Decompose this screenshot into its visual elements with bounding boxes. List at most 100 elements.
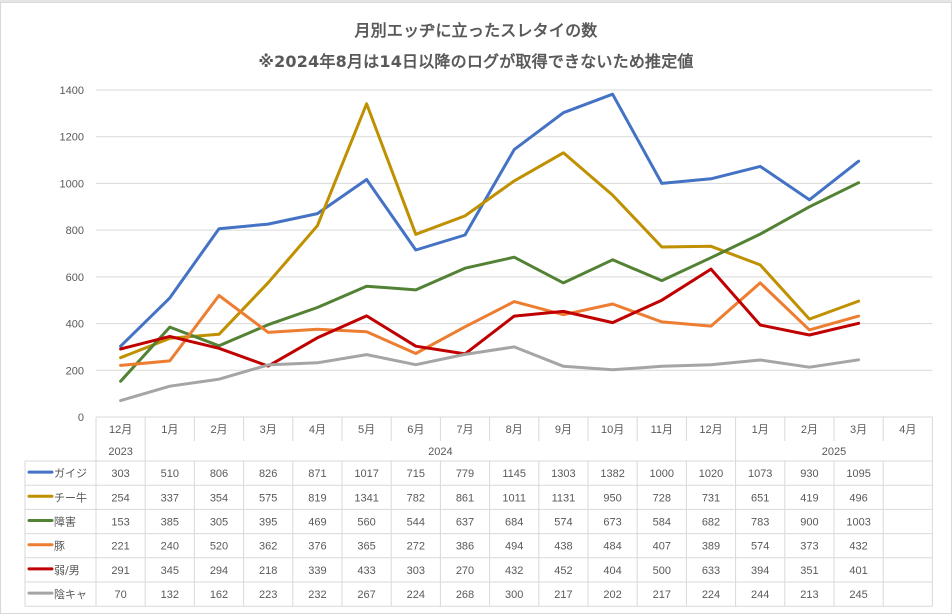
- data-table-cell: 494: [505, 541, 523, 553]
- data-table-cell: 202: [603, 589, 621, 601]
- x-tick-label: 2月: [210, 424, 227, 436]
- data-table-cell: 520: [210, 541, 228, 553]
- chart-subtitle: ※2024年8月は14日以降のログが取得できないため推定値: [258, 52, 694, 71]
- data-table-cell: 574: [554, 517, 572, 529]
- data-table-cell: 254: [111, 492, 129, 504]
- data-table-cell: 432: [505, 565, 523, 577]
- data-table-cell: 950: [603, 492, 621, 504]
- x-tick-label: 1月: [752, 424, 769, 436]
- data-table-cell: 584: [653, 517, 671, 529]
- data-table-cell: 389: [702, 541, 720, 553]
- x-tick-label: 4月: [899, 424, 916, 436]
- data-table-cell: 218: [259, 565, 277, 577]
- x-tick-label: 11月: [651, 424, 673, 436]
- data-table-cell: 1303: [551, 468, 575, 480]
- data-table-cell: 496: [849, 492, 867, 504]
- data-table-cell: 407: [653, 541, 671, 553]
- series-line-0: [119, 92, 861, 348]
- data-table-cell: 394: [751, 565, 769, 577]
- data-table-cell: 574: [751, 541, 769, 553]
- data-table-cell: 432: [849, 541, 867, 553]
- data-table-cell: 224: [407, 589, 425, 601]
- data-table-cell: 365: [357, 541, 375, 553]
- data-table-cell: 633: [702, 565, 720, 577]
- data-table-cell: 267: [357, 589, 375, 601]
- data-table-cell: 1131: [552, 492, 576, 504]
- data-table-cell: 1073: [748, 468, 772, 480]
- data-table-cell: 783: [751, 517, 769, 529]
- data-table-cell: 1020: [699, 468, 723, 480]
- x-tick-label: 1月: [161, 424, 178, 436]
- y-tick-label: 200: [66, 365, 84, 377]
- data-table-cell: 232: [308, 589, 326, 601]
- x-tick-label: 10月: [601, 424, 624, 436]
- data-table-cell: 373: [800, 541, 818, 553]
- x-tick-label: 2月: [801, 424, 818, 436]
- data-table-cell: 291: [111, 565, 129, 577]
- data-table-cell: 339: [308, 565, 326, 577]
- data-table-cell: 575: [259, 492, 277, 504]
- legend-label: 障害: [54, 515, 76, 529]
- data-table-cell: 224: [702, 589, 720, 601]
- data-table-cell: 351: [800, 565, 818, 577]
- data-table-cell: 819: [308, 492, 326, 504]
- data-table-cell: 337: [161, 492, 179, 504]
- data-table-cell: 217: [554, 589, 572, 601]
- data-table-cell: 213: [800, 589, 818, 601]
- year-group-label: 2024: [428, 446, 452, 458]
- series-line-1: [119, 102, 861, 360]
- data-table-cell: 433: [357, 565, 375, 577]
- data-table-cell: 385: [161, 517, 179, 529]
- data-table-cell: 217: [653, 589, 671, 601]
- data-table-cell: 560: [357, 517, 375, 529]
- data-table-cell: 900: [800, 517, 818, 529]
- legend-label: 弱/男: [54, 564, 80, 577]
- y-tick-label: 600: [66, 272, 84, 284]
- year-group-label: 2023: [108, 446, 132, 458]
- data-table-cell: 70: [114, 589, 126, 601]
- data-table-cell: 682: [702, 517, 720, 529]
- data-table-cell: 510: [161, 468, 179, 480]
- data-table-cell: 300: [505, 589, 523, 601]
- data-table-cell: 452: [554, 565, 572, 577]
- data-table-cell: 132: [161, 589, 179, 601]
- series-line-3: [119, 281, 861, 367]
- x-tick-label: 9月: [555, 424, 572, 436]
- legend-label: 豚: [54, 540, 65, 553]
- x-tick-label: 12月: [699, 424, 722, 436]
- data-table-cell: 268: [456, 589, 474, 601]
- data-table-cell: 386: [456, 541, 474, 553]
- data-table-cell: 272: [407, 541, 425, 553]
- data-table-cell: 871: [308, 468, 326, 480]
- x-tick-label: 6月: [407, 424, 424, 436]
- data-table-cell: 1382: [600, 468, 624, 480]
- data-table-cell: 221: [111, 541, 129, 553]
- data-table-cell: 354: [210, 492, 228, 504]
- series-line-4: [119, 267, 861, 368]
- x-tick-label: 3月: [260, 424, 277, 436]
- y-tick-label: 1400: [60, 85, 84, 97]
- legend-label: 陰キャ: [54, 587, 87, 601]
- data-table-cell: 376: [308, 541, 326, 553]
- data-table-cell: 782: [407, 492, 425, 504]
- data-table-cell: 395: [259, 517, 277, 529]
- data-table-cell: 240: [161, 541, 179, 553]
- data-table-cell: 673: [603, 517, 621, 529]
- data-table-cell: 162: [210, 589, 228, 601]
- data-table-cell: 484: [603, 541, 621, 553]
- data-table-cell: 362: [259, 541, 277, 553]
- chart-title: 月別エッヂに立ったスレタイの数: [354, 21, 598, 40]
- data-table-cell: 244: [751, 589, 769, 601]
- data-table-cell: 153: [111, 517, 129, 529]
- data-table-cell: 684: [505, 517, 523, 529]
- x-tick-label: 8月: [506, 424, 523, 436]
- data-table-cell: 294: [210, 565, 228, 577]
- data-table-cell: 779: [456, 468, 474, 480]
- data-table-cell: 861: [456, 492, 474, 504]
- data-table-cell: 1011: [502, 492, 526, 504]
- data-table-cell: 469: [308, 517, 326, 529]
- data-table-cell: 303: [111, 468, 129, 480]
- y-tick-label: 1200: [60, 132, 84, 144]
- data-table-cell: 270: [456, 565, 474, 577]
